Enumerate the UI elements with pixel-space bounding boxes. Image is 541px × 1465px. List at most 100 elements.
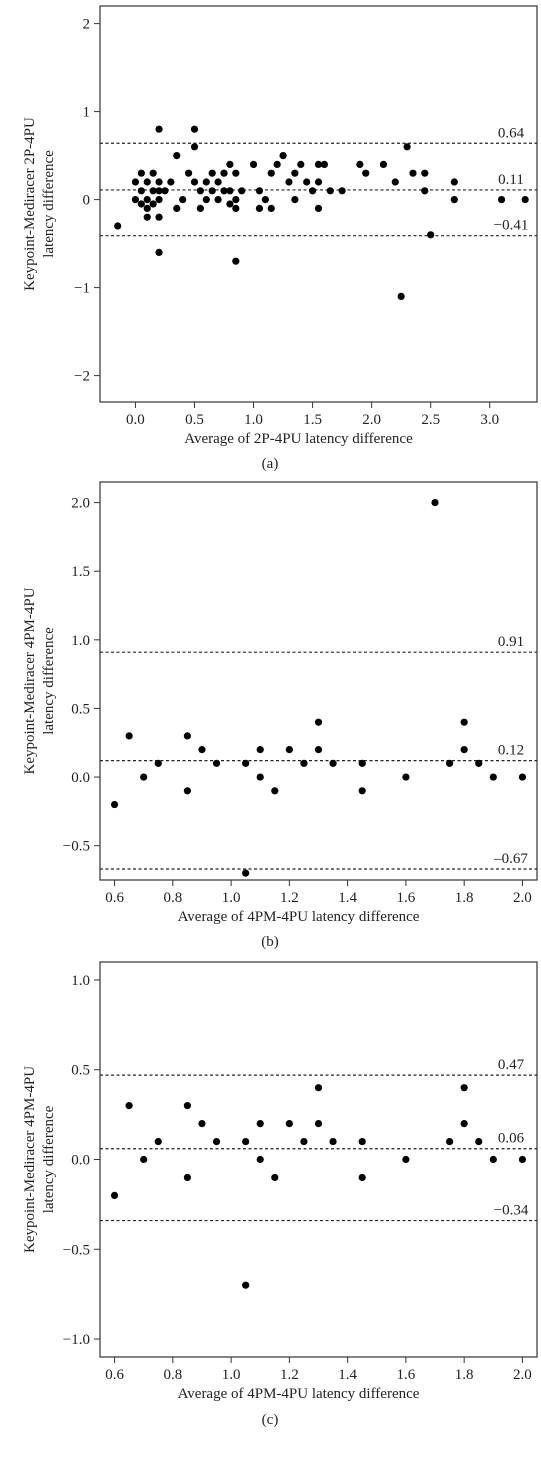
data-point	[475, 1137, 483, 1146]
x-tick-label: 1.6	[397, 890, 416, 906]
data-point	[143, 213, 151, 221]
data-point	[326, 187, 334, 195]
x-tick-label: 3.0	[480, 412, 499, 428]
data-point	[460, 1084, 468, 1092]
panel-label: (b)	[261, 934, 279, 950]
data-point	[320, 160, 329, 168]
x-tick-label: 0.5	[185, 412, 204, 428]
data-point	[212, 1137, 221, 1146]
y-tick-label: 0	[83, 193, 91, 209]
x-tick-label: 1.5	[303, 412, 322, 428]
data-point	[460, 746, 468, 754]
y-tick-label: 0.5	[71, 1063, 90, 1079]
data-point	[314, 718, 323, 726]
data-point	[232, 257, 240, 265]
data-point	[190, 143, 199, 151]
x-tick-label: 0.6	[105, 1367, 124, 1383]
data-point	[497, 196, 506, 204]
data-point	[285, 746, 293, 754]
data-point	[214, 178, 222, 186]
plot-frame	[99, 961, 538, 1358]
data-point	[137, 169, 145, 177]
x-tick-label: 1.2	[280, 1367, 299, 1383]
data-point	[431, 498, 439, 507]
data-point	[329, 1137, 337, 1146]
data-point	[183, 787, 191, 795]
reference-line-label: –0.67	[493, 851, 528, 867]
y-axis-title-line: latency difference	[41, 627, 57, 735]
reference-line-label: 0.11	[498, 172, 524, 188]
data-point	[308, 187, 317, 195]
data-point	[232, 204, 240, 212]
x-tick-label: 1.0	[222, 890, 241, 906]
data-point	[155, 213, 163, 221]
data-point	[446, 759, 454, 767]
data-point	[220, 187, 228, 195]
reference-line-label: 0.06	[498, 1131, 525, 1147]
data-point	[518, 773, 527, 781]
data-point	[460, 718, 468, 726]
data-point	[173, 204, 181, 212]
y-tick-label: −0.5	[63, 839, 90, 855]
y-axis-title: Keypoint-Mediracer 2P-4PU latency differe…	[22, 117, 57, 291]
panel-a: 0.0 0.5 1.0 1.5 2.0 2.5 3.0 −2 −1 0 1 2 0.64 0.11 −0.4…	[22, 5, 538, 472]
x-tick-label: 1.0	[222, 1367, 241, 1383]
data-point	[155, 187, 163, 195]
data-point	[242, 1281, 250, 1289]
x-axis-title: Average of 4PM-4PU latency difference	[178, 909, 420, 925]
data-point	[190, 178, 199, 186]
data-point	[358, 1173, 366, 1182]
data-point	[450, 196, 458, 204]
data-point	[131, 196, 140, 204]
data-point	[149, 200, 157, 208]
data-point	[184, 169, 193, 177]
data-point	[140, 773, 148, 781]
data-point	[208, 169, 216, 177]
panel-c: 0.6 0.8 1.0 1.2 1.4 1.6 1.8 2.0 −1.0 −0.5 0.0 0.5 1.…	[22, 961, 538, 1428]
data-point	[285, 178, 293, 186]
data-point	[196, 187, 204, 195]
data-point	[358, 787, 366, 795]
data-point	[212, 759, 221, 767]
x-tick-label: 2.0	[513, 1367, 532, 1383]
x-tick-label: 0.8	[163, 1367, 182, 1383]
y-axis-title-line: Keypoint-Mediracer 2P-4PU	[22, 117, 38, 291]
data-point	[196, 204, 204, 212]
data-point	[242, 1137, 250, 1146]
reference-line-label: −0.41	[494, 218, 529, 234]
x-tick-label: 1.8	[455, 1367, 474, 1383]
x-axis-title: Average of 2P-4PU latency difference	[184, 431, 413, 447]
data-point	[179, 196, 187, 204]
reference-line-label: 0.12	[498, 743, 524, 759]
reference-line-label: −0.34	[494, 1203, 529, 1219]
x-tick-label: 0.8	[163, 890, 182, 906]
data-point	[271, 787, 279, 795]
data-point	[198, 746, 206, 754]
data-point	[446, 1137, 454, 1146]
data-point	[362, 169, 370, 177]
y-tick-label: 0.0	[71, 770, 90, 786]
data-point	[155, 248, 163, 256]
data-point	[125, 732, 133, 740]
data-point	[202, 178, 210, 186]
data-point	[226, 200, 234, 208]
data-point	[173, 152, 181, 160]
data-point	[149, 187, 157, 195]
data-point	[131, 178, 140, 186]
y-tick-label: 0.0	[71, 1153, 90, 1169]
data-point	[149, 169, 157, 177]
data-point	[110, 800, 119, 809]
data-point	[143, 204, 151, 212]
x-tick-label: 1.2	[280, 890, 299, 906]
x-tick-label: 2.0	[362, 412, 381, 428]
data-point	[338, 187, 346, 195]
data-point	[397, 292, 405, 300]
data-point	[238, 187, 246, 195]
plot-frame	[99, 481, 538, 881]
panel-label: (a)	[262, 456, 279, 472]
data-point	[198, 1119, 206, 1128]
y-tick-label: −1	[74, 281, 90, 297]
data-point	[125, 1102, 133, 1110]
panel-label: (c)	[262, 1412, 279, 1428]
data-point	[242, 869, 250, 877]
